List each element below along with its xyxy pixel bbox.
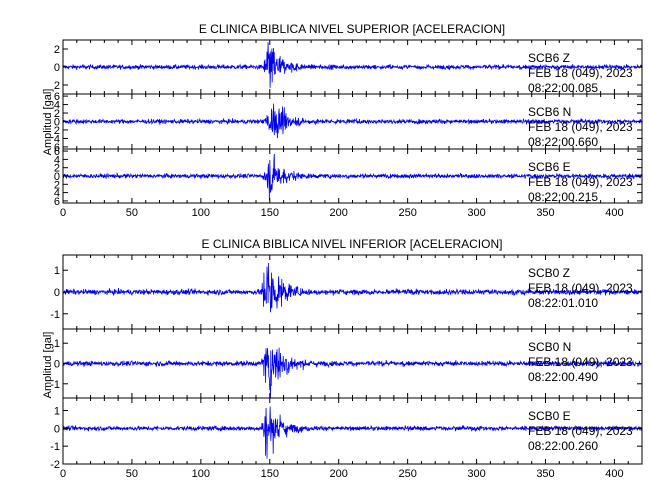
y-tick-label: 1 bbox=[54, 338, 60, 350]
waveform-trace bbox=[62, 347, 643, 399]
y-tick-label: 0 bbox=[54, 359, 60, 371]
date-label: FEB 18 (049), 2023 bbox=[528, 66, 633, 80]
station-label: SCB6 Z bbox=[528, 51, 570, 65]
y-tick-label: -2 bbox=[50, 459, 60, 471]
y-tick-label: 2 bbox=[54, 179, 60, 191]
waveform-trace bbox=[62, 406, 643, 459]
waveform-trace bbox=[62, 42, 643, 88]
x-tick-label: 350 bbox=[536, 207, 554, 219]
x-tick-label: 200 bbox=[330, 207, 348, 219]
y-tick-label: 2 bbox=[54, 44, 60, 56]
y-tick-label: 4 bbox=[54, 133, 60, 145]
waveform-trace bbox=[62, 262, 643, 313]
station-label: SCB6 N bbox=[528, 105, 571, 119]
y-tick-label: 6 bbox=[54, 196, 60, 208]
x-tick-label: 150 bbox=[261, 468, 279, 480]
x-tick-label: 0 bbox=[60, 468, 66, 480]
time-label: 08:22:00.490 bbox=[528, 370, 598, 384]
y-tick-label: 0 bbox=[54, 423, 60, 435]
y-tick-label: -1 bbox=[50, 309, 60, 321]
x-tick-label: 300 bbox=[467, 207, 485, 219]
chart-title-superior: E CLINICA BIBLICA NIVEL SUPERIOR [ACELER… bbox=[199, 22, 505, 36]
ylabel-superior: Amplitud [gal] bbox=[42, 89, 54, 156]
x-tick-label: 300 bbox=[467, 468, 485, 480]
y-tick-label: -1 bbox=[50, 379, 60, 391]
x-tick-label: 0 bbox=[60, 207, 66, 219]
y-tick-label: 4 bbox=[54, 154, 60, 166]
chart-title-inferior: E CLINICA BIBLICA NIVEL INFERIOR [ACELER… bbox=[202, 237, 503, 251]
x-tick-label: 350 bbox=[536, 468, 554, 480]
x-tick-label: 100 bbox=[192, 468, 210, 480]
y-tick-label: 4 bbox=[54, 100, 60, 112]
x-tick-label: 50 bbox=[126, 207, 138, 219]
y-tick-label: 2 bbox=[54, 80, 60, 92]
station-label: SCB0 N bbox=[528, 340, 571, 354]
x-tick-label: 150 bbox=[261, 207, 279, 219]
x-tick-label: 100 bbox=[192, 207, 210, 219]
time-label: 08:22:00.260 bbox=[528, 439, 598, 453]
y-tick-label: -1 bbox=[50, 441, 60, 453]
y-tick-label: 2 bbox=[54, 108, 60, 120]
time-label: 08:22:00.215 bbox=[528, 190, 598, 204]
waveform-trace bbox=[62, 103, 643, 139]
y-tick-label: 2 bbox=[54, 125, 60, 137]
y-tick-label: 1 bbox=[54, 265, 60, 277]
x-tick-label: 400 bbox=[605, 468, 623, 480]
station-label: SCB0 E bbox=[528, 409, 571, 423]
x-tick-label: 200 bbox=[330, 468, 348, 480]
date-label: FEB 18 (049), 2023 bbox=[528, 355, 633, 369]
y-tick-label: 1 bbox=[54, 405, 60, 417]
station-label: SCB6 E bbox=[528, 160, 571, 174]
x-tick-label: 250 bbox=[398, 468, 416, 480]
y-tick-label: 4 bbox=[54, 188, 60, 200]
y-tick-label: 6 bbox=[54, 146, 60, 158]
time-label: 08:22:00.085 bbox=[528, 81, 598, 95]
waveform-trace bbox=[62, 153, 643, 201]
x-tick-label: 250 bbox=[398, 207, 416, 219]
date-label: FEB 18 (049), 2023 bbox=[528, 175, 633, 189]
y-tick-label: 6 bbox=[54, 142, 60, 154]
time-label: 08:22:01.010 bbox=[528, 296, 598, 310]
y-tick-label: 0 bbox=[54, 171, 60, 183]
date-label: FEB 18 (049), 2023 bbox=[528, 281, 633, 295]
y-tick-label: 0 bbox=[54, 62, 60, 74]
x-tick-label: 400 bbox=[605, 207, 623, 219]
y-tick-label: 0 bbox=[54, 117, 60, 129]
date-label: FEB 18 (049), 2023 bbox=[528, 424, 633, 438]
date-label: FEB 18 (049), 2023 bbox=[528, 120, 633, 134]
time-label: 08:22:00.660 bbox=[528, 135, 598, 149]
y-tick-label: 0 bbox=[54, 287, 60, 299]
station-label: SCB0 Z bbox=[528, 266, 570, 280]
x-tick-label: 50 bbox=[126, 468, 138, 480]
y-tick-label: 6 bbox=[54, 91, 60, 103]
ylabel-inferior: Amplitud [gal] bbox=[42, 332, 54, 399]
y-tick-label: 2 bbox=[54, 163, 60, 175]
